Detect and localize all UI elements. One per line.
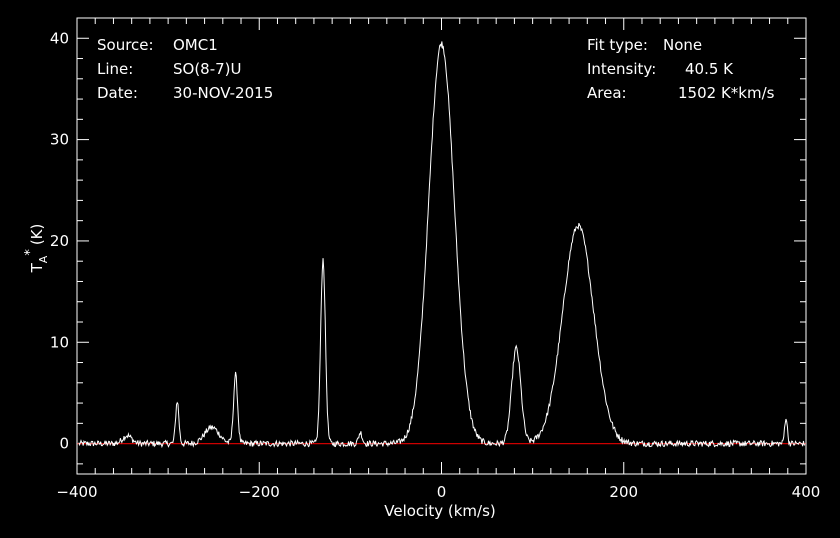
x-tick-label: 0 [437, 483, 447, 501]
tick-labels: −400 −200 0 200 400 0 10 20 30 40 [50, 29, 820, 501]
y-axis-label: TA* (K) [23, 224, 50, 274]
date-label: Date: [97, 84, 138, 102]
x-tick-label: −400 [56, 483, 97, 501]
line-value: SO(8-7)U [173, 60, 242, 78]
date-value: 30-NOV-2015 [173, 84, 274, 102]
y-tick-label: 10 [50, 333, 69, 351]
area-value: 1502 K*km/s [678, 84, 775, 102]
y-tick-label: 30 [50, 131, 69, 149]
area-label: Area: [587, 84, 627, 102]
intensity-label: Intensity: [587, 60, 657, 78]
y-tick-label: 0 [59, 435, 69, 453]
plot-frame [76, 17, 807, 475]
y-tick-label: 40 [50, 29, 69, 47]
x-tick-label: −200 [239, 483, 280, 501]
x-tick-label: 200 [609, 483, 638, 501]
x-axis-label: Velocity (km/s) [384, 502, 495, 520]
y-axis-label-sup: * [23, 249, 38, 256]
x-tick-label: 400 [792, 483, 821, 501]
svg-text:TA*(K): TA* (K) [23, 224, 50, 274]
fit-type-value: None [663, 36, 703, 54]
line-label: Line: [97, 60, 134, 78]
spectrum-trace [78, 41, 806, 449]
y-axis-label-unit: (K) [28, 224, 46, 246]
intensity-value: 40.5 K [685, 60, 734, 78]
y-axis-label-sub: A [37, 255, 50, 263]
source-label: Source: [97, 36, 154, 54]
fit-type-label: Fit type: [587, 36, 648, 54]
source-value: OMC1 [173, 36, 218, 54]
y-tick-label: 20 [50, 232, 69, 250]
axis-ticks [76, 17, 807, 474]
y-axis-label-main: T [28, 262, 46, 273]
